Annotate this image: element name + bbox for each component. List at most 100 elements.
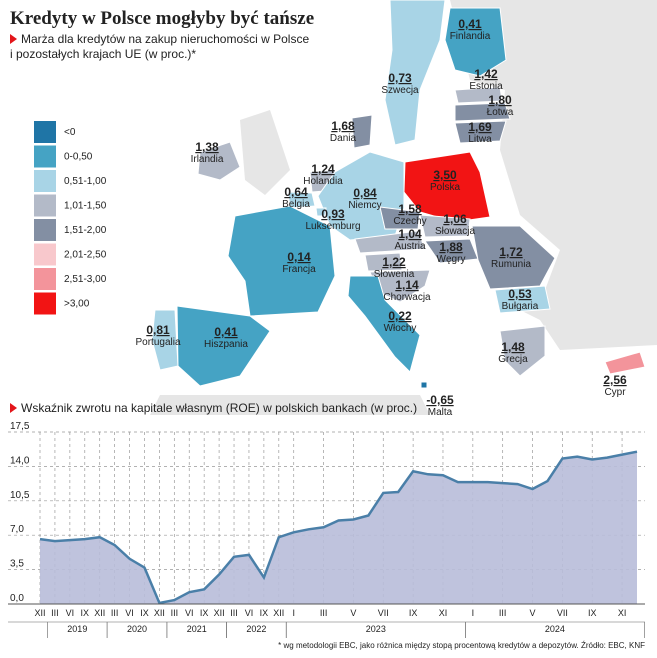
- country-name: Hiszpania: [204, 339, 248, 350]
- subtitle: i pozostałych krajach UE (w proc.)*: [10, 47, 196, 61]
- legend-label: >3,00: [64, 299, 90, 310]
- legend-swatch: [34, 219, 56, 241]
- x-tick-label: XII: [154, 608, 165, 618]
- value-label: 1,72: [499, 245, 523, 259]
- land: [530, 0, 657, 90]
- value-label: 1,42: [474, 67, 498, 81]
- country: [197, 141, 241, 181]
- country: [454, 120, 507, 144]
- value-label: 0,93: [321, 207, 345, 221]
- country-name: Słowacja: [435, 226, 475, 237]
- x-tick-label: III: [499, 608, 507, 618]
- country: [454, 102, 511, 122]
- legend-swatch: [34, 145, 56, 168]
- value-label: 1,04: [398, 227, 422, 241]
- x-tick-label: I: [292, 608, 295, 618]
- value-label: 0,73: [388, 71, 412, 85]
- country: [379, 206, 421, 230]
- country: [384, 0, 446, 146]
- country-name: Włochy: [384, 323, 417, 334]
- legend-swatch: [34, 194, 56, 217]
- country: [351, 114, 373, 149]
- x-tick-label: XI: [439, 608, 448, 618]
- country-name: Grecja: [498, 354, 528, 365]
- x-tick-label: VI: [245, 608, 254, 618]
- country-name: Luksemburg: [305, 221, 360, 232]
- value-label: 1,80: [488, 93, 512, 107]
- country: [354, 230, 426, 254]
- map: 0,41Finlandia0,73Szwecja1,42Estonia1,80Ł…: [34, 0, 646, 418]
- land-background: [150, 0, 657, 415]
- y-tick-label: 17,5: [10, 421, 30, 432]
- country-name: Węgry: [437, 254, 466, 265]
- legend-label: 1,51-2,00: [64, 225, 107, 236]
- country: [420, 381, 428, 389]
- area: [40, 451, 637, 604]
- x-tick-label: V: [350, 608, 356, 618]
- x-tick-label: XI: [618, 608, 627, 618]
- value-label: 0,64: [284, 185, 308, 199]
- value-label: 1,58: [398, 202, 422, 216]
- value-label: 1,14: [395, 278, 419, 292]
- value-label: 1,48: [501, 340, 525, 354]
- country: [176, 305, 271, 387]
- country: [315, 207, 327, 217]
- value-label: 1,06: [443, 212, 467, 226]
- country-name: Irlandia: [191, 154, 224, 165]
- x-tick-label: XII: [214, 608, 225, 618]
- title: Kredyty w Polsce mogłyby być tańsze: [10, 8, 314, 29]
- value-label: 0,41: [458, 17, 482, 31]
- x-tick-label: III: [171, 608, 179, 618]
- bullet: [10, 34, 17, 44]
- footnote: * wg metodologii EBC, jako różnica międz…: [278, 641, 645, 650]
- x-tick-label: XII: [273, 608, 284, 618]
- country-name: Holandia: [303, 176, 343, 187]
- x-tick-label: III: [111, 608, 119, 618]
- country-name: Finlandia: [450, 31, 491, 42]
- x-tick-label: VI: [185, 608, 194, 618]
- value-label: 0,14: [287, 250, 311, 264]
- legend-swatch: [34, 292, 56, 315]
- country-name: Dania: [330, 133, 357, 144]
- bullet: [10, 403, 17, 413]
- country-name: Litwa: [468, 134, 492, 145]
- x-tick-label: VI: [66, 608, 75, 618]
- land: [240, 110, 290, 195]
- country-name: Słowenia: [374, 269, 415, 280]
- y-tick-label: 14,0: [10, 455, 30, 466]
- x-group-label: 2024: [545, 624, 565, 634]
- subtitle: Marża dla kredytów na zakup nieruchomośc…: [21, 32, 309, 46]
- value-label: 0,84: [353, 186, 377, 200]
- country-name: Austria: [394, 241, 426, 252]
- country-name: Estonia: [469, 81, 503, 92]
- x-group-label: 2021: [187, 624, 207, 634]
- x-group-label: 2022: [246, 624, 266, 634]
- x-group-label: 2023: [366, 624, 386, 634]
- legend-label: <0: [64, 127, 76, 138]
- y-tick-label: 0,0: [10, 593, 24, 604]
- country-name: Niemcy: [348, 200, 381, 211]
- x-tick-label: VII: [378, 608, 389, 618]
- legend-label: 0,51-1,00: [64, 176, 107, 187]
- country: [151, 309, 179, 371]
- country-name: Polska: [430, 182, 460, 193]
- country: [347, 275, 421, 373]
- country-name: Chorwacja: [383, 292, 431, 303]
- country: [419, 214, 471, 238]
- legend-swatch: [34, 121, 56, 143]
- country: [444, 7, 507, 77]
- chart-title: Wskaźnik zwrotu na kapitale własnym (ROE…: [21, 401, 417, 415]
- x-tick-label: I: [472, 608, 475, 618]
- x-group-label: 2019: [67, 624, 87, 634]
- value-label: 0,53: [508, 287, 532, 301]
- value-label: 0,41: [214, 325, 238, 339]
- value-label: 0,22: [388, 309, 412, 323]
- legend-swatch: [34, 268, 56, 290]
- y-tick-label: 7,0: [10, 524, 24, 535]
- legend-swatch: [34, 170, 56, 192]
- country: [499, 325, 546, 377]
- x-tick-label: VI: [125, 608, 134, 618]
